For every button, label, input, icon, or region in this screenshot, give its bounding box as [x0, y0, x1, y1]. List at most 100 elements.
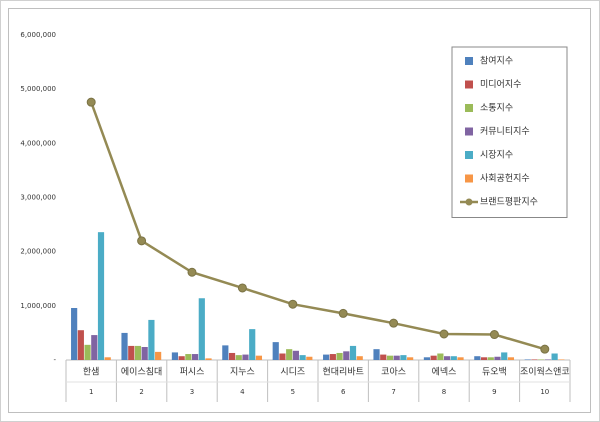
- legend-label: 참여지수: [480, 55, 513, 67]
- x-tick-label: 퍼시스: [180, 367, 205, 378]
- bar: [198, 298, 205, 360]
- bar: [148, 319, 155, 360]
- line-marker: [338, 308, 348, 318]
- bar: [91, 335, 98, 360]
- bar: [292, 350, 299, 360]
- x-tick-label: 시디즈: [280, 367, 305, 378]
- x-tick-label: 에넥스: [432, 367, 457, 378]
- bar: [507, 357, 515, 360]
- bar: [430, 355, 437, 360]
- bar: [544, 359, 551, 360]
- bar: [121, 332, 128, 360]
- x-tick-label: 현대리바트: [322, 367, 363, 378]
- y-tick-label: -: [53, 356, 56, 364]
- bar: [178, 356, 185, 360]
- line-marker: [86, 97, 96, 107]
- x-tick-label: 지누스: [230, 367, 255, 378]
- bar: [323, 354, 330, 360]
- x-tick-label: 에이스침대: [121, 367, 162, 378]
- legend-swatch: [465, 104, 473, 112]
- line-marker: [489, 330, 499, 340]
- x-tick-number: 9: [492, 388, 496, 396]
- legend-swatch: [465, 174, 473, 183]
- bar: [97, 232, 105, 360]
- bar: [222, 345, 229, 360]
- x-tick-number: 10: [540, 388, 549, 396]
- bar: [501, 352, 508, 360]
- line: [90, 101, 546, 351]
- bar: [71, 308, 78, 360]
- bar: [171, 352, 179, 360]
- bar: [373, 349, 380, 360]
- bar: [329, 354, 336, 360]
- bar: [279, 353, 286, 360]
- bar: [558, 359, 565, 360]
- bar: [538, 359, 545, 360]
- bar: [141, 347, 148, 360]
- line-marker: [237, 283, 247, 293]
- bar: [349, 345, 357, 360]
- bar: [457, 357, 464, 360]
- y-tick-label: 3,000,000: [20, 194, 56, 202]
- bar: [235, 355, 242, 360]
- bar: [531, 359, 538, 360]
- x-tick-label: 듀오백: [482, 367, 507, 378]
- legend-marker: [465, 198, 473, 206]
- line-marker: [439, 329, 449, 339]
- legend-swatch: [465, 80, 473, 89]
- legend-swatch: [465, 127, 473, 136]
- line-marker: [288, 299, 298, 309]
- bar: [205, 358, 212, 360]
- y-tick-label: 6,000,000: [20, 31, 56, 39]
- bar: [286, 349, 293, 360]
- x-tick-number: 7: [391, 388, 395, 396]
- bar: [84, 344, 91, 360]
- legend-label: 소통지수: [480, 103, 513, 114]
- bar: [407, 357, 414, 360]
- bar: [423, 357, 431, 360]
- bar: [524, 359, 531, 360]
- x-tick-number: 6: [341, 388, 346, 396]
- bar: [494, 356, 501, 360]
- bar: [400, 355, 407, 360]
- x-tick-label: 코아스: [381, 367, 406, 378]
- legend-label: 브랜드평판지수: [480, 197, 538, 208]
- x-tick-number: 8: [442, 388, 446, 396]
- bar: [356, 356, 363, 360]
- bar: [336, 352, 343, 360]
- legend-swatch: [465, 151, 473, 159]
- y-tick-label: 4,000,000: [20, 139, 56, 147]
- bar: [299, 355, 306, 360]
- bar: [77, 330, 84, 360]
- bar: [155, 351, 162, 360]
- bar: [272, 342, 279, 360]
- x-tick-label: 조이웍스앤코: [520, 367, 570, 378]
- bar: [393, 355, 400, 360]
- bar: [444, 356, 451, 360]
- y-tick-label: 5,000,000: [20, 85, 56, 93]
- y-tick-label: 2,000,000: [20, 248, 56, 256]
- bar: [306, 356, 313, 360]
- bar: [551, 353, 558, 360]
- line-marker: [389, 318, 399, 328]
- bar: [249, 329, 256, 360]
- line-marker: [137, 236, 147, 246]
- legend-swatch: [465, 57, 473, 65]
- bar: [134, 345, 142, 360]
- bar: [185, 354, 192, 360]
- bar: [487, 357, 494, 360]
- x-tick-label: 한샘: [83, 367, 100, 378]
- line-marker: [540, 344, 550, 354]
- bar: [474, 356, 481, 360]
- bar: [437, 353, 444, 360]
- bar: [104, 357, 111, 360]
- legend-label: 사회공헌지수: [480, 173, 530, 184]
- bar: [380, 354, 387, 360]
- bar: [450, 356, 457, 360]
- x-tick-number: 1: [89, 388, 93, 396]
- bar: [128, 345, 135, 360]
- bar: [480, 357, 488, 360]
- bar: [255, 355, 263, 360]
- bar: [242, 354, 249, 360]
